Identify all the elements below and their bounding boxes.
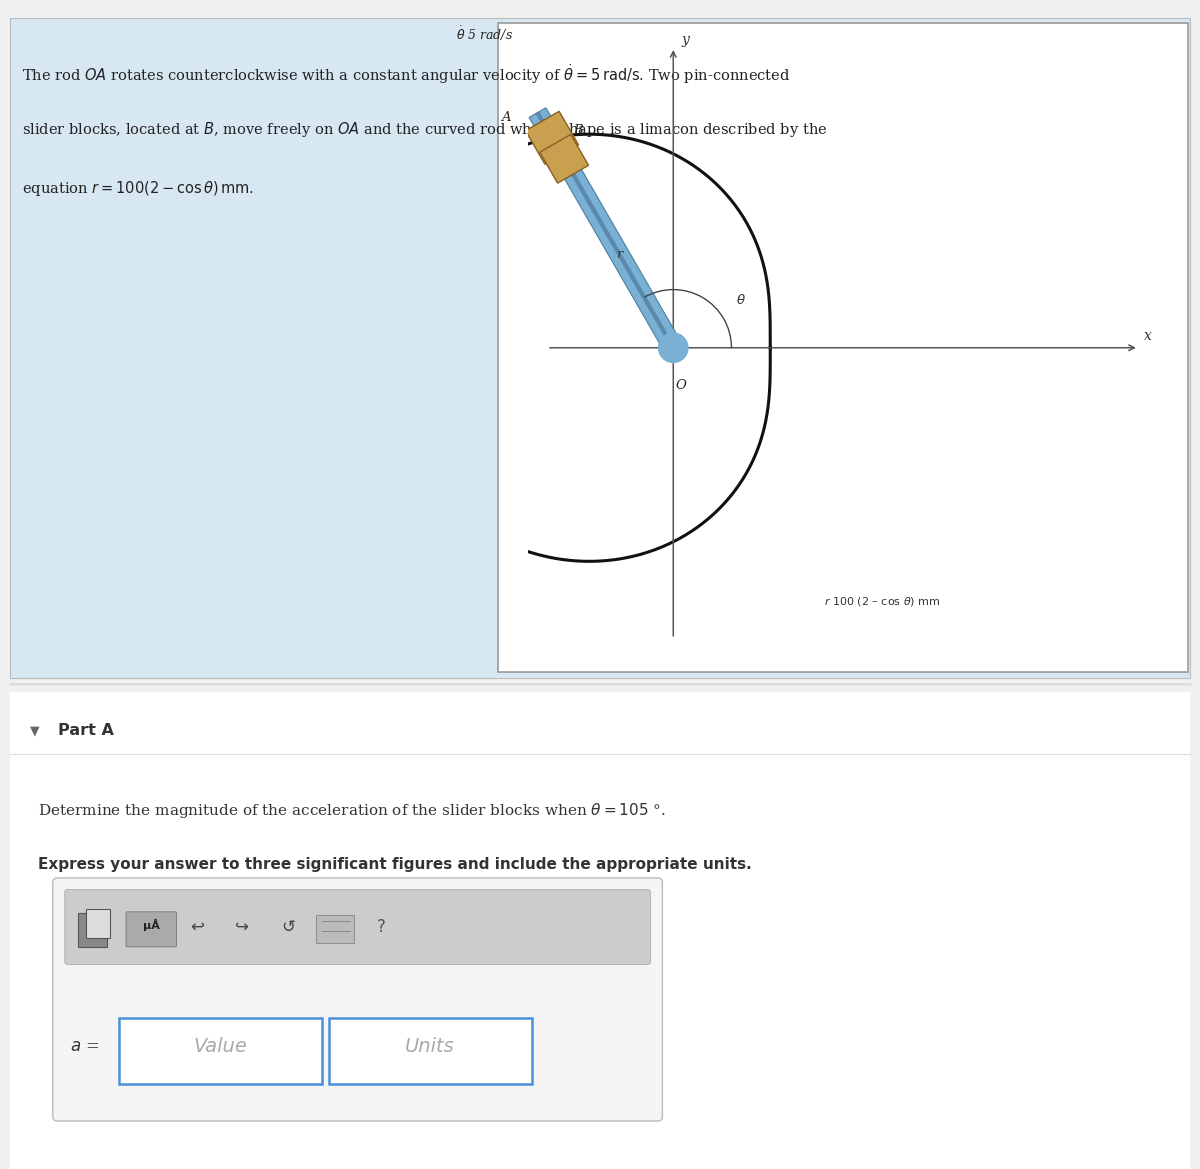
- Text: A: A: [500, 111, 510, 124]
- FancyBboxPatch shape: [10, 18, 1190, 678]
- Polygon shape: [535, 111, 676, 348]
- Text: y: y: [682, 33, 689, 47]
- Circle shape: [659, 333, 688, 362]
- FancyBboxPatch shape: [65, 890, 650, 964]
- Text: r: r: [616, 248, 622, 261]
- Text: equation $r = 100(2 - \cos\theta)\,\mathrm{mm}$.: equation $r = 100(2 - \cos\theta)\,\math…: [22, 179, 253, 198]
- Polygon shape: [529, 108, 682, 353]
- Text: μÅ: μÅ: [143, 919, 160, 931]
- Text: The rod $\mathit{OA}$ rotates counterclockwise with a constant angular velocity : The rod $\mathit{OA}$ rotates counterclo…: [22, 62, 790, 85]
- Text: B: B: [574, 124, 583, 137]
- FancyBboxPatch shape: [78, 913, 107, 947]
- FancyBboxPatch shape: [119, 1018, 322, 1084]
- Text: $a$ =: $a$ =: [70, 1038, 100, 1054]
- FancyBboxPatch shape: [316, 915, 354, 943]
- Text: Value: Value: [193, 1037, 247, 1056]
- Text: ?: ?: [377, 918, 386, 936]
- Text: Express your answer to three significant figures and include the appropriate uni: Express your answer to three significant…: [38, 857, 752, 872]
- FancyBboxPatch shape: [329, 1018, 532, 1084]
- Text: Determine the magnitude of the acceleration of the slider blocks when $\theta = : Determine the magnitude of the accelerat…: [38, 801, 666, 819]
- Text: slider blocks, located at $\mathit{B}$, move freely on $\mathit{OA}$ and the cur: slider blocks, located at $\mathit{B}$, …: [22, 120, 827, 139]
- Text: $\theta$: $\theta$: [737, 293, 746, 307]
- Text: $r$ 100 (2 – cos $\theta$) mm: $r$ 100 (2 – cos $\theta$) mm: [823, 595, 941, 608]
- Polygon shape: [526, 111, 578, 165]
- FancyBboxPatch shape: [86, 909, 110, 938]
- Polygon shape: [540, 134, 588, 184]
- FancyBboxPatch shape: [498, 23, 1188, 672]
- Text: $\dot{\theta}$ 5 rad/s: $\dot{\theta}$ 5 rad/s: [456, 25, 512, 43]
- FancyBboxPatch shape: [53, 878, 662, 1121]
- Text: Units: Units: [406, 1037, 455, 1056]
- FancyBboxPatch shape: [10, 692, 1190, 1169]
- Text: ↪: ↪: [235, 918, 250, 936]
- FancyBboxPatch shape: [126, 912, 176, 947]
- Text: ↺: ↺: [281, 918, 295, 936]
- Text: Part A: Part A: [58, 724, 114, 738]
- Text: ▼: ▼: [30, 724, 40, 738]
- Text: x: x: [1144, 328, 1152, 343]
- Text: O: O: [676, 379, 686, 392]
- Text: ↩: ↩: [190, 918, 204, 936]
